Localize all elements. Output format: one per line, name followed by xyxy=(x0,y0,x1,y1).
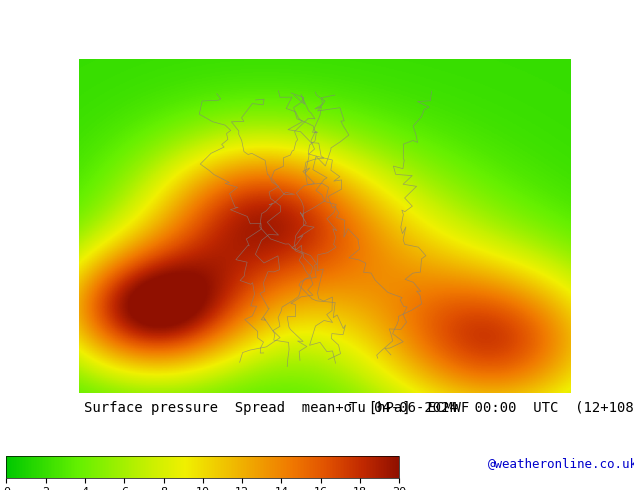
Text: Surface pressure  Spread  mean+σ  [hPa]  ECMWF: Surface pressure Spread mean+σ [hPa] ECM… xyxy=(84,400,469,415)
Text: @weatheronline.co.uk: @weatheronline.co.uk xyxy=(488,457,634,470)
Text: Tu 04-06-2024  00:00  UTC  (12+108): Tu 04-06-2024 00:00 UTC (12+108) xyxy=(349,400,634,415)
